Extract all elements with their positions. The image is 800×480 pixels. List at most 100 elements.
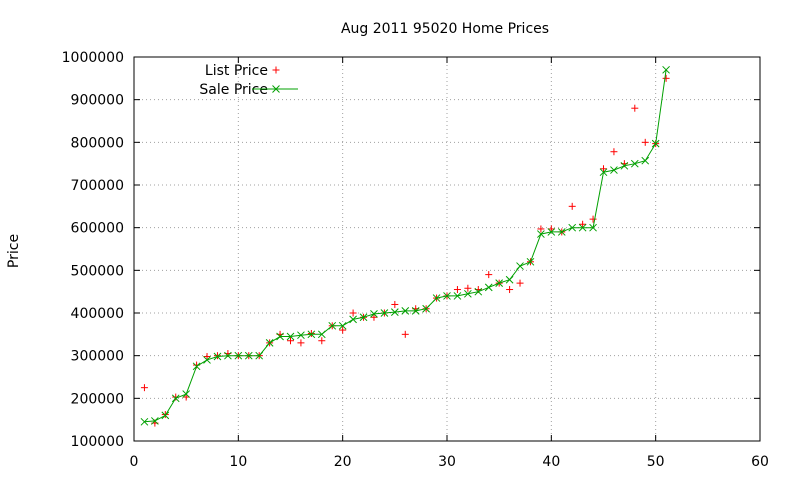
data-point [140,417,149,426]
y-tick-label: 400000 [71,306,124,322]
data-point [213,352,222,361]
data-point [485,271,493,279]
data-point [526,257,535,266]
data-point [620,161,629,170]
data-point [568,223,577,232]
legend-label: Sale Price [199,82,268,98]
data-point [203,353,211,361]
data-point [234,351,243,360]
data-point [401,330,409,338]
x-tick-label: 30 [438,454,456,470]
y-tick-label: 1000000 [62,50,124,66]
data-point [318,337,326,345]
data-point [328,321,337,330]
data-point [630,159,639,168]
data-point [224,351,232,360]
y-tick-label: 100000 [71,434,124,450]
data-point [349,315,357,324]
data-point [600,165,607,173]
axis-ticks [133,56,761,442]
x-tick-label: 40 [542,454,560,470]
data-point [537,225,545,233]
series-1 [140,65,670,426]
data-point [474,287,483,296]
x-tick-label: 10 [229,454,247,470]
x-tick-label: 50 [647,454,665,470]
data-point [255,351,264,360]
x-tick-labels: 0 10 20 30 40 50 60 [130,454,769,470]
chart-title: Aug 2011 95020 Home Prices [341,21,549,37]
data-point [568,202,576,210]
legend-label: List Price [205,63,268,79]
data-point [662,74,670,82]
data-point [171,394,180,403]
y-tick-label: 700000 [71,178,124,194]
data-point [557,228,566,236]
y-tick-label: 600000 [71,221,124,237]
data-point [380,309,389,317]
data-point [359,313,368,322]
data-point [370,313,378,321]
data-point [370,309,378,318]
data-point [401,307,410,315]
data-point [349,309,357,317]
series-line [144,69,667,423]
data-point [641,138,649,146]
series [140,65,670,427]
data-point [338,321,347,330]
x-tick-label: 0 [130,454,139,470]
data-point [516,279,524,287]
data-point [662,65,670,74]
data-point [610,148,618,156]
series-0 [140,74,670,427]
y-tick-label: 200000 [71,391,124,407]
data-point [464,289,472,298]
data-point [192,362,201,371]
data-point [276,332,284,341]
data-point [297,331,305,340]
data-point [631,104,639,112]
data-point [317,330,326,339]
data-point [453,286,461,294]
data-point [589,223,597,232]
data-point [516,262,524,270]
grid [134,57,760,441]
y-tick-label: 800000 [71,135,124,151]
data-point [391,300,399,308]
data-point [287,337,294,345]
legend-marker [272,66,280,74]
data-point [297,339,305,347]
data-point [390,308,399,317]
data-point [411,307,420,315]
data-point [213,352,221,360]
data-point [453,292,462,300]
data-point [339,326,347,334]
data-point [307,329,315,337]
data-point [151,417,159,425]
data-point [547,228,556,236]
data-point [182,390,191,398]
data-point [505,275,514,284]
data-point [161,411,170,420]
data-point [589,215,597,223]
x-tick-label: 60 [751,454,769,470]
y-tick-label: 500000 [71,263,124,279]
data-point [537,230,545,238]
data-point [432,294,441,302]
data-point [307,330,316,339]
data-point [286,332,295,341]
data-point [422,304,430,313]
data-point [579,220,587,228]
data-point [464,284,472,292]
x-tick-label: 20 [334,454,352,470]
data-point [484,283,493,292]
data-point [641,156,650,165]
legend: List Price Sale Price [199,63,298,98]
y-axis-label: Price [6,234,22,268]
y-tick-labels: 100000 200000 300000 400000 500000 600000 7000… [62,50,124,450]
y-tick-label: 300000 [71,349,124,365]
data-point [203,356,211,364]
data-point [495,279,504,287]
data-point [443,292,451,300]
